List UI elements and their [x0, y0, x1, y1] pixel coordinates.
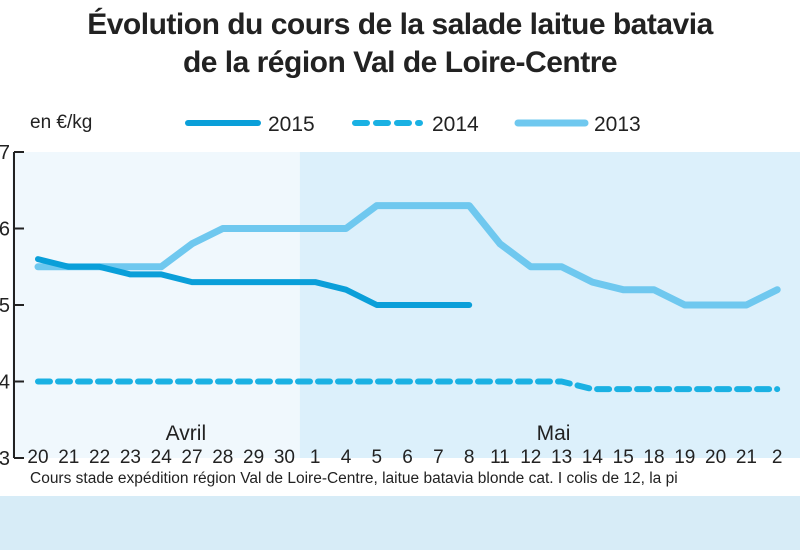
x-tick-label: 12 [520, 447, 541, 468]
x-tick-label: 2 [772, 447, 783, 468]
x-tick-label: 20 [705, 447, 726, 468]
legend-label-2014: 2014 [432, 113, 479, 136]
x-tick-label: 18 [643, 447, 664, 468]
month-label-mai: Mai [537, 422, 571, 445]
bottom-band [0, 496, 800, 550]
x-tick-label: 8 [464, 447, 475, 468]
x-tick-label: 4 [341, 447, 352, 468]
chart-footnote: Cours stade expédition région Val de Loi… [30, 470, 678, 487]
x-tick-label: 29 [243, 447, 264, 468]
series-line-2013 [34, 202, 781, 309]
x-tick-label: 19 [674, 447, 695, 468]
x-tick-label: 14 [582, 447, 604, 468]
x-tick-label: 30 [274, 447, 295, 468]
x-tick-label: 1 [310, 447, 321, 468]
x-tick-label: 27 [181, 447, 202, 468]
x-tick-label: 28 [212, 447, 233, 468]
x-tick-label: 13 [551, 447, 572, 468]
month-label-avril: Avril [166, 422, 206, 445]
legend-label-2013: 2013 [594, 113, 641, 136]
x-tick-label: 23 [120, 447, 141, 468]
x-tick-label: 15 [613, 447, 634, 468]
chart-title-line1: Évolution du cours de la salade laitue b… [87, 8, 713, 41]
chart-title-line2: de la région Val de Loire-Centre [182, 46, 618, 79]
x-tick-label: 22 [89, 447, 110, 468]
x-tick-label: 11 [490, 447, 510, 468]
y-tick-label: 3 [0, 448, 10, 470]
x-tick-label: 21 [736, 447, 757, 468]
y-tick-label: 6 [0, 219, 10, 241]
x-tick-label: 7 [433, 447, 444, 468]
series-line-2015 [35, 256, 473, 308]
y-tick-label: 7 [0, 142, 10, 164]
x-tick-label: 24 [151, 447, 173, 468]
y-tick-label: 4 [0, 372, 10, 394]
legend-label-2015: 2015 [268, 113, 315, 136]
x-tick-label: 6 [402, 447, 413, 468]
y-tick-label: 5 [0, 295, 10, 317]
x-tick-label: 20 [27, 447, 48, 468]
series-line-2014 [35, 378, 781, 393]
x-tick-label: 21 [58, 447, 79, 468]
x-tick-label: 5 [372, 447, 383, 468]
panel-april [12, 152, 300, 458]
y-axis-unit-label: en €/kg [30, 112, 93, 133]
chart-title: Évolution du cours de la salade laitue b… [0, 6, 800, 82]
